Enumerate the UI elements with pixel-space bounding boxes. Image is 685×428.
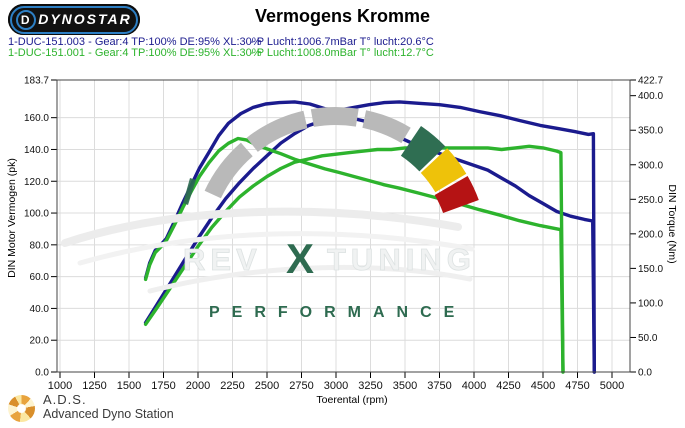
run-2-label: 1-DUC-151.001 - Gear:4 TP:100% DE:95% XL… [8, 47, 262, 59]
right-axis-title: DIN Torque (Nm) [666, 184, 678, 263]
x-tick-label: 2500 [255, 380, 279, 392]
x-axis-title: Toerental (rpm) [316, 394, 387, 406]
dynostar-logo-text: D Dynostar [16, 9, 132, 30]
x-tick-label: 2000 [186, 380, 210, 392]
left-tick-label: 40.0 [30, 304, 50, 315]
run-info-line-2: 1-DUC-151.001 - Gear:4 TP:100% DE:95% XL… [8, 47, 434, 59]
left-tick-label: 0.0 [35, 368, 49, 379]
x-tick-label: 4250 [496, 380, 520, 392]
right-tick-label: 50.0 [638, 333, 658, 344]
ads-footer: A.D.S. Advanced Dyno Station [8, 392, 174, 422]
dynostar-logo: D Dynostar [8, 4, 140, 35]
x-tick-label: 3750 [427, 380, 451, 392]
right-tick-label: 422.7 [638, 76, 663, 87]
torque-run-001-curve [143, 136, 565, 374]
x-tick-label: 2250 [220, 380, 244, 392]
torque-run-003-curve [143, 100, 596, 374]
right-tick-label: 150.0 [638, 264, 663, 275]
run-info-line-1: 1-DUC-151.003 - Gear:4 TP:100% DE:95% XL… [8, 36, 434, 48]
gauge-segment [204, 142, 253, 199]
x-tick-label: 4750 [565, 380, 589, 392]
watermark-text: REV X TUNING PERFORMANCE [183, 235, 476, 321]
watermark-performance: PERFORMANCE [209, 304, 466, 321]
x-tick-label: 1750 [151, 380, 175, 392]
gauge-watermark [204, 107, 479, 213]
x-tick-label: 3250 [358, 380, 382, 392]
dynostar-brand: Dynostar [38, 10, 132, 27]
gauge-segment [246, 110, 308, 152]
right-tick-label: 300.0 [638, 160, 663, 171]
x-tick-label: 3500 [393, 380, 417, 392]
right-tick-label: 400.0 [638, 91, 663, 102]
x-tick-label: 1000 [48, 380, 72, 392]
gauge-needle-sliver [183, 178, 196, 205]
left-tick-label: 120.0 [24, 177, 49, 188]
gauge-segment [362, 110, 411, 144]
run-2-conditions: - P Lucht:1008.0mBar T° lucht:12.7°C [250, 47, 434, 59]
x-tick-label: 2750 [289, 380, 313, 392]
ads-abbr: A.D.S. [43, 392, 87, 407]
x-tick-label: 1250 [82, 380, 106, 392]
right-tick-label: 100.0 [638, 298, 663, 309]
watermark-x: X [286, 235, 314, 282]
right-tick-label: 250.0 [638, 195, 663, 206]
left-tick-label: 160.0 [24, 113, 49, 124]
ads-text: A.D.S. Advanced Dyno Station [43, 392, 174, 421]
dynostar-d-icon: D [16, 9, 37, 30]
run-1-conditions: - P Lucht:1006.7mBar T° lucht:20.6°C [250, 36, 434, 48]
gauge-segment [434, 176, 479, 213]
x-tick-label: 4000 [462, 380, 486, 392]
left-tick-label: 140.0 [24, 145, 49, 156]
axis-ticks-and-labels: 1000 1250 1500 1750 2000 2250 2500 2750 3000 3250… [24, 76, 663, 393]
watermark-tuning: TUNING [327, 242, 476, 277]
left-tick-label: 60.0 [30, 272, 50, 283]
right-tick-label: 350.0 [638, 126, 663, 137]
left-tick-label: 100.0 [24, 209, 49, 220]
page-title: Vermogens Kromme [254, 6, 431, 26]
left-axis-title: DIN Motor Vermogen (pk) [6, 158, 18, 278]
x-tick-label: 3000 [324, 380, 348, 392]
left-tick-label: 20.0 [30, 336, 50, 347]
power-run-001-curve [143, 144, 565, 374]
ads-name: Advanced Dyno Station [43, 407, 174, 421]
dynostar-logo-frame: D Dynostar [10, 5, 138, 34]
gauge-segment [420, 148, 467, 193]
right-tick-label: 0.0 [638, 368, 652, 379]
right-tick-label: 200.0 [638, 229, 663, 240]
x-tick-label: 1500 [117, 380, 141, 392]
watermark-rev: REV [183, 242, 262, 277]
x-tick-label: 5000 [600, 380, 624, 392]
x-tick-label: 4500 [531, 380, 555, 392]
run-1-label: 1-DUC-151.003 - Gear:4 TP:100% DE:95% XL… [8, 36, 262, 48]
plot-border [56, 79, 631, 373]
ads-swirl-icon [8, 395, 35, 422]
gauge-segment [310, 107, 359, 127]
gauge-segment [400, 126, 446, 172]
left-tick-label: 183.7 [24, 76, 49, 87]
left-tick-label: 80.0 [30, 240, 50, 251]
watermark-swoosh [61, 178, 475, 294]
